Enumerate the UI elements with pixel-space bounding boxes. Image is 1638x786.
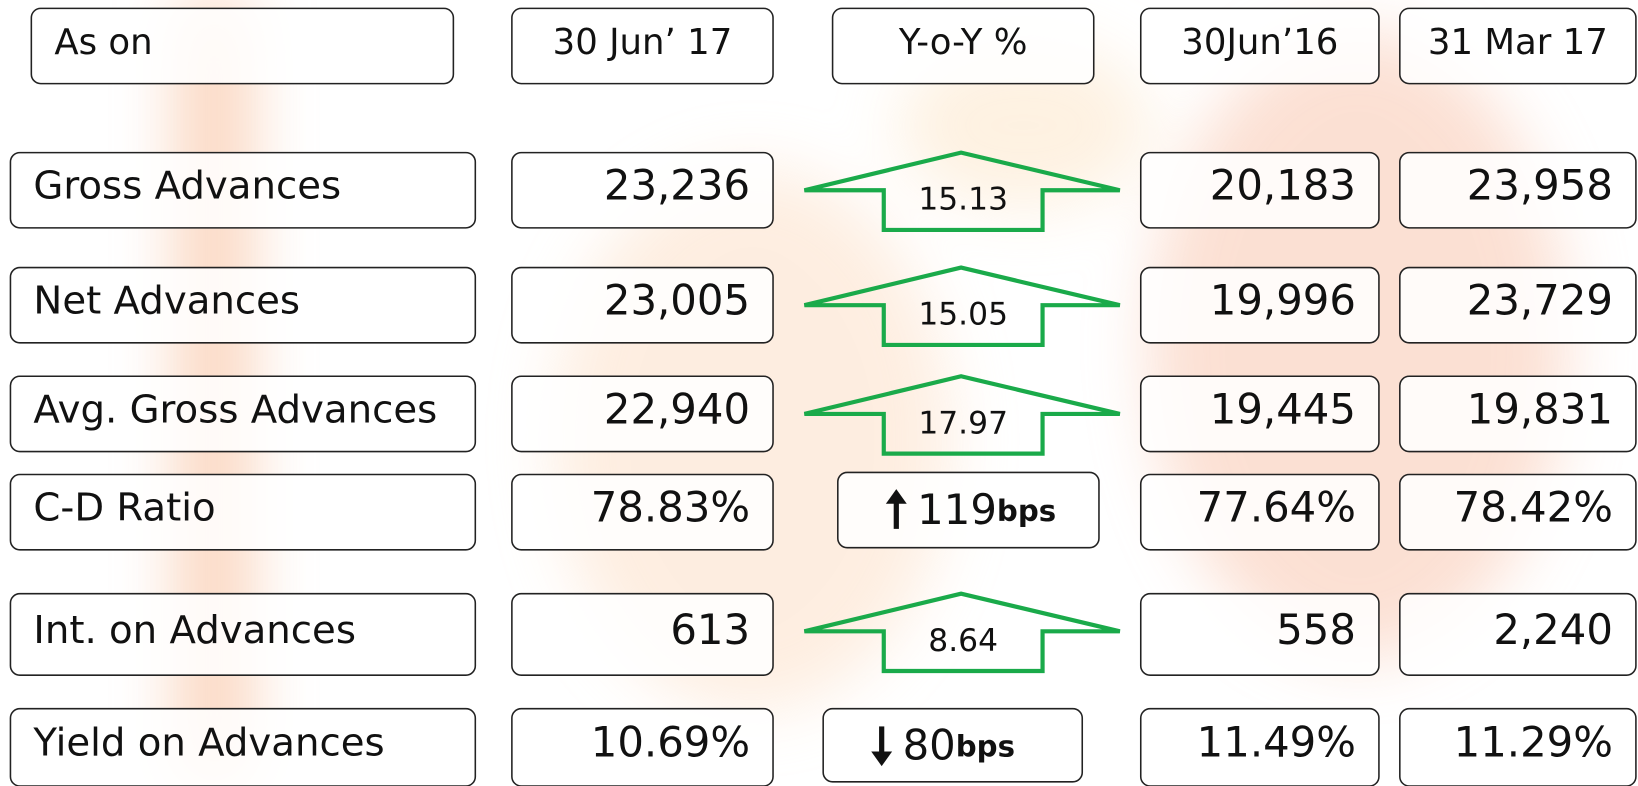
value: 19,996 [1210, 276, 1356, 325]
row-label: Yield on Advances [32, 721, 384, 766]
yoy-cell [822, 707, 1084, 783]
yoy-number: 119 [917, 485, 997, 534]
header-text: 31 Mar 17 [1428, 22, 1608, 63]
header-cell [831, 7, 1095, 85]
row-label: Net Advances [33, 279, 300, 324]
growth-arrow [803, 591, 1121, 674]
value-cell [511, 707, 774, 786]
value-cell [511, 266, 774, 344]
value: 558 [1276, 605, 1356, 654]
value: 22,940 [604, 384, 750, 433]
yoy-cell [837, 471, 1100, 549]
value: 19,831 [1467, 384, 1613, 433]
row-label-cell [9, 375, 477, 453]
arrow-head [885, 489, 907, 504]
value: 23,958 [1467, 161, 1613, 210]
value-cell [1399, 707, 1637, 786]
value-cell [1399, 151, 1637, 229]
row-label-cell [9, 707, 477, 786]
header-text: 30Jun’16 [1181, 22, 1338, 63]
growth-arrow [803, 374, 1121, 456]
value-cell [1139, 473, 1380, 551]
value: 11.29% [1454, 718, 1613, 767]
value-cell [511, 151, 774, 229]
arrow-up-icon [885, 489, 907, 529]
header-cell [511, 7, 774, 85]
value: 77.64% [1197, 483, 1356, 532]
value: 23,005 [604, 276, 750, 325]
header-cell [1399, 7, 1637, 85]
value-cell [511, 592, 774, 676]
table: As on 30 Jun’ 17 Y-o-Y % 30Jun’16 31 Mar 17 G… [9, 7, 1637, 786]
growth-arrow [803, 265, 1121, 348]
value-cell [1399, 375, 1637, 453]
value-cell [1139, 707, 1380, 786]
value-cell [1139, 375, 1380, 453]
value-cell [1139, 592, 1380, 676]
value-cell [1139, 151, 1380, 229]
value: 78.42% [1454, 483, 1613, 532]
row-label: Gross Advances [33, 164, 341, 209]
value: 20,183 [1210, 161, 1356, 210]
yoy-value: 15.05 [918, 297, 1008, 333]
value: 78.83% [591, 483, 750, 532]
yoy-value: 80bps [903, 720, 1015, 769]
growth-arrow [803, 150, 1121, 233]
value: 11.49% [1197, 718, 1356, 767]
yoy-number: 80 [903, 720, 956, 769]
arrow-head [871, 751, 893, 767]
value: 23,729 [1467, 276, 1613, 325]
yoy-value: 8.64 [928, 623, 998, 659]
header-text: 30 Jun’ 17 [553, 22, 733, 63]
value-cell [511, 473, 774, 551]
header-text: As on [54, 22, 152, 63]
row-label-cell [9, 151, 477, 229]
row-label: Int. on Advances [33, 608, 356, 653]
row-label: Avg. Gross Advances [33, 387, 437, 432]
value: 23,236 [604, 161, 750, 210]
yoy-unit: bps [956, 729, 1015, 763]
value: 2,240 [1493, 605, 1613, 654]
value-cell [1139, 266, 1380, 344]
value-cell [1399, 473, 1637, 551]
yoy-value: 119bps [917, 485, 1056, 534]
value-cell [1399, 266, 1637, 344]
row-label-cell [9, 592, 477, 676]
yoy-value: 17.97 [918, 405, 1008, 441]
header-cell [1139, 7, 1380, 85]
header-cell [30, 7, 455, 85]
yoy-value: 15.13 [918, 182, 1008, 218]
arrow-down-icon [871, 726, 893, 767]
row-label-cell [9, 266, 477, 344]
value: 613 [670, 605, 750, 654]
header-text: Y-o-Y % [898, 22, 1028, 63]
value: 10.69% [591, 718, 750, 767]
yoy-unit: bps [997, 494, 1056, 528]
value: 19,445 [1210, 384, 1356, 433]
row-label: C-D Ratio [33, 486, 215, 531]
value-cell [1399, 592, 1637, 676]
value-cell [511, 375, 774, 453]
row-label-cell [9, 473, 477, 551]
